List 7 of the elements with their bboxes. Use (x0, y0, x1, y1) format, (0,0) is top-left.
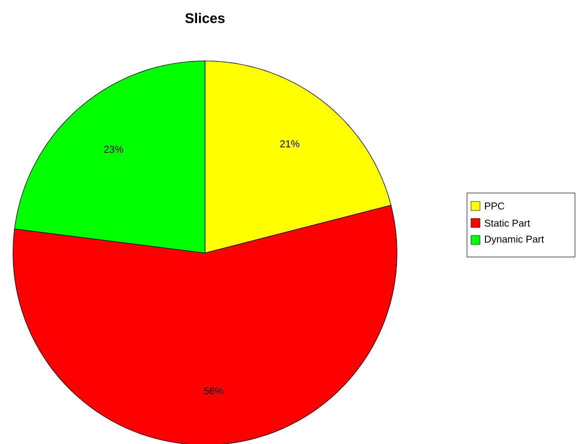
legend-label: PPC (485, 202, 504, 210)
data-label: 56% (204, 387, 224, 394)
legend-label: Static Part (484, 219, 530, 227)
data-label: 21% (280, 140, 300, 148)
chart-title: Slices (185, 12, 225, 24)
data-label: 23% (104, 146, 124, 153)
legend-label: Dynamic Part (485, 235, 544, 245)
